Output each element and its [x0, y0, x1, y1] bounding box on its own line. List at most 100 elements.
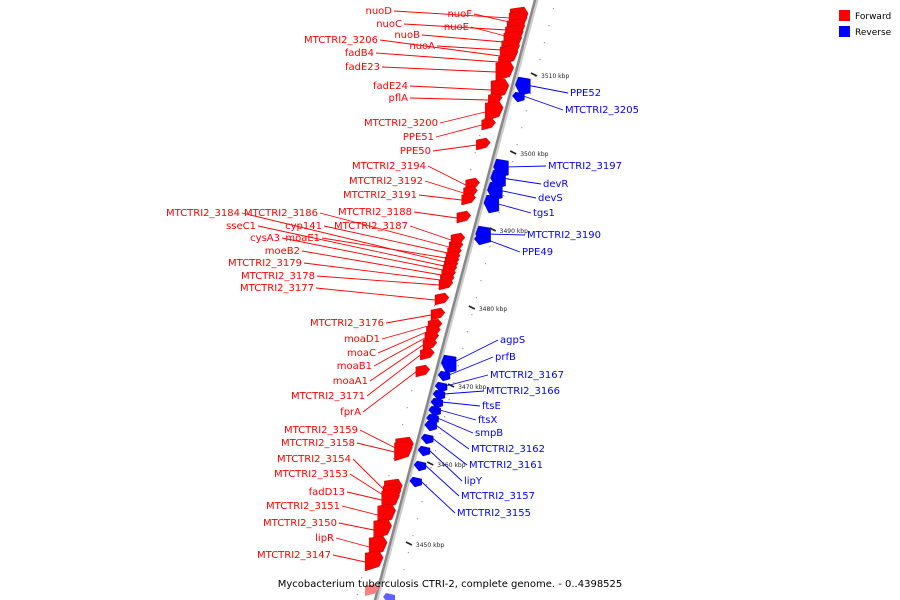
feature-mtctri2-3158 [394, 440, 413, 462]
tick-label: 3480 kbp [479, 306, 507, 313]
connector-ftse [441, 401, 481, 407]
tick-mark [489, 227, 497, 232]
connector-fadb4 [375, 52, 499, 63]
tick-mark [447, 383, 455, 388]
connector-moab1 [373, 337, 426, 367]
legend-swatch-reverse [839, 26, 850, 37]
label-ftsx: ftsX [478, 415, 497, 426]
connector-moeb2 [301, 250, 442, 276]
label-smpb: smpB [475, 428, 503, 439]
axis-dot [470, 169, 472, 171]
connector-moae1 [321, 237, 447, 259]
label-mtctri2-3153: MTCTRI2_3153 [274, 469, 348, 480]
connector-devr [501, 177, 542, 185]
label-mtctri2-3167: MTCTRI2_3167 [490, 370, 564, 381]
label-moeb2: moeB2 [265, 246, 300, 257]
axis-dot [433, 305, 435, 307]
axis-dot [403, 569, 405, 571]
feature-mtctri2-3187 [450, 232, 466, 246]
label-agps: agpS [500, 335, 525, 346]
label-nuob: nuoB [394, 30, 420, 41]
connector-mtctri2-3157 [424, 464, 460, 497]
label-ftse: ftsE [482, 401, 501, 412]
connector-mtctri2-3151 [341, 505, 378, 516]
axis-dot [552, 8, 555, 10]
axis-shadow [374, 0, 539, 600]
label-mtctri2-3147: MTCTRI2_3147 [257, 550, 331, 561]
feature-mtctri2-3205 [512, 91, 525, 103]
axis-dot [425, 484, 428, 486]
feature-prfb [437, 370, 451, 382]
label-mtctri2-3155: MTCTRI2_3155 [457, 508, 531, 519]
kbp-ticks: 3450 kbp 3460 kbp 3470 kbp 3480 kbp 3490 kbp… [405, 72, 569, 549]
feature-mtctri2-3162 [424, 420, 437, 432]
label-moad1: moaD1 [344, 334, 380, 345]
feature-mtctri2-3161 [420, 433, 434, 445]
feature-ppe51 [481, 117, 496, 131]
label-moaa1: moaA1 [333, 376, 368, 387]
feature-mtctri2-3188 [456, 210, 472, 224]
connector-fade23 [381, 66, 496, 73]
connector-mtctri2-3167 [445, 374, 489, 387]
connector-nuoe [470, 26, 506, 37]
tick-mark [509, 150, 517, 155]
label-fadd13: fadD13 [309, 487, 345, 498]
axis-dot [484, 263, 487, 265]
axis-dot [393, 458, 395, 460]
feature-moaa1 [422, 337, 438, 351]
tick-label: 3450 kbp [416, 542, 444, 549]
axis-dot [475, 297, 477, 299]
tick-mark [426, 461, 434, 466]
connector-mtctri2-3166 [443, 390, 485, 395]
axis-dot [406, 407, 408, 409]
label-devr: devR [543, 179, 568, 190]
axis-dot [525, 110, 527, 112]
axis-dot [466, 331, 468, 333]
connector-mtctri2-3188 [413, 211, 457, 219]
axis-dot [534, 76, 536, 78]
connector-moac [377, 331, 427, 354]
feature-agps [440, 354, 457, 374]
label-ppe52: PPE52 [570, 88, 601, 99]
connector-mtctri2-3205 [523, 95, 564, 111]
connector-moaa1 [369, 344, 424, 382]
label-prfb: prfB [495, 352, 516, 363]
label-cyp141: cyp141 [285, 221, 322, 232]
axis-dot [471, 314, 473, 316]
axis-dot [548, 25, 550, 27]
axis-dot [430, 467, 432, 469]
label-tgs1: tgs1 [533, 208, 555, 219]
connector-mtctri2-3176 [385, 314, 432, 324]
label-nuoa: nuoA [409, 41, 435, 52]
connector-mtctri2-3197 [504, 165, 547, 168]
connector-mtctri2-3184 [241, 212, 446, 263]
label-mtctri2-3190: MTCTRI2_3190 [527, 230, 601, 241]
feature-mtctri2-3191 [461, 192, 476, 206]
label-fade23: fadE23 [345, 62, 380, 73]
label-mtctri2-3197: MTCTRI2_3197 [548, 161, 622, 172]
connector-mtctri2-3158 [356, 442, 395, 453]
label-mtctri2-3192: MTCTRI2_3192 [349, 176, 423, 187]
label-mtctri2-3187: MTCTRI2_3187 [334, 221, 408, 232]
axis-dot [411, 390, 413, 392]
connector-mtctri2-3154 [352, 458, 385, 491]
connector-mtctri2-3159 [359, 429, 396, 449]
connector-nuob [421, 34, 504, 43]
label-ssec1: sseC1 [226, 221, 256, 232]
connector-fade24 [409, 85, 492, 91]
label-moae1: moaE1 [285, 233, 320, 244]
connector-mtctri2-3194 [427, 165, 466, 186]
feature-ftsx [428, 405, 441, 417]
genome-caption: Mycobacterium tuberculosis CTRI-2, compl… [278, 579, 623, 590]
connector-pfla [409, 97, 489, 101]
feature-mtctri2-3167 [434, 381, 448, 393]
feature-ppe50 [476, 137, 491, 151]
axis-dot [530, 93, 532, 95]
feature-tgs1 [483, 194, 500, 214]
tick-mark [468, 305, 476, 310]
axis-dot [416, 518, 419, 520]
axis-dot [439, 433, 441, 435]
label-mtctri2-3178: MTCTRI2_3178 [241, 271, 315, 282]
